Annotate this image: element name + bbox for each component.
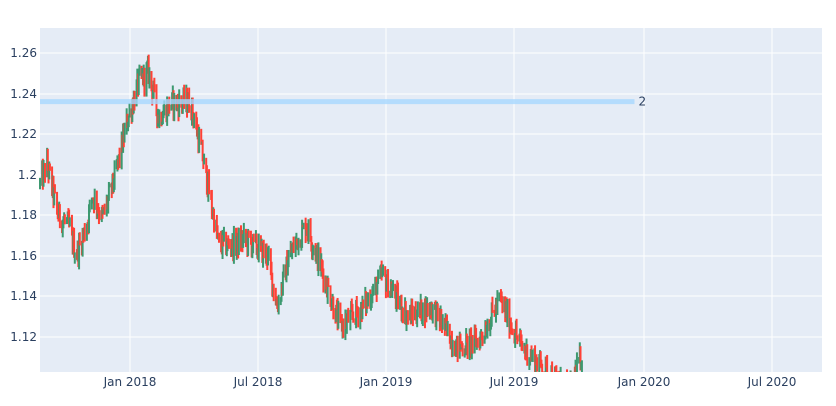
x-tick-label: Jan 2019	[359, 375, 413, 389]
y-tick-label: 1.14	[10, 289, 37, 303]
x-tick-label: Jul 2019	[489, 375, 539, 389]
x-tick-label: Jan 2018	[103, 375, 157, 389]
gridlines	[40, 28, 822, 372]
candles	[39, 54, 583, 372]
y-tick-label: 1.22	[10, 127, 37, 141]
y-tick-label: 1.16	[10, 249, 37, 263]
y-tick-label: 1.18	[10, 208, 37, 222]
y-tick-label: 1.26	[10, 46, 37, 60]
horizontal-line-shape: 2	[40, 95, 646, 109]
plot-area[interactable]	[40, 28, 822, 372]
y-tick-label: 1.12	[10, 330, 37, 344]
y-tick-label: 1.2	[18, 168, 37, 182]
y-axis: 1.26 1.24 1.22 1.2 1.18 1.16 1.14 1.12	[10, 46, 37, 344]
x-axis: Jan 2018 Jul 2018 Jan 2019 Jul 2019 Jan 2020…	[103, 375, 797, 389]
hline-label: 2	[638, 95, 646, 109]
x-tick-label: Jul 2020	[747, 375, 797, 389]
x-tick-label: Jan 2020	[617, 375, 671, 389]
y-tick-label: 1.24	[10, 87, 37, 101]
x-tick-label: Jul 2018	[233, 375, 283, 389]
